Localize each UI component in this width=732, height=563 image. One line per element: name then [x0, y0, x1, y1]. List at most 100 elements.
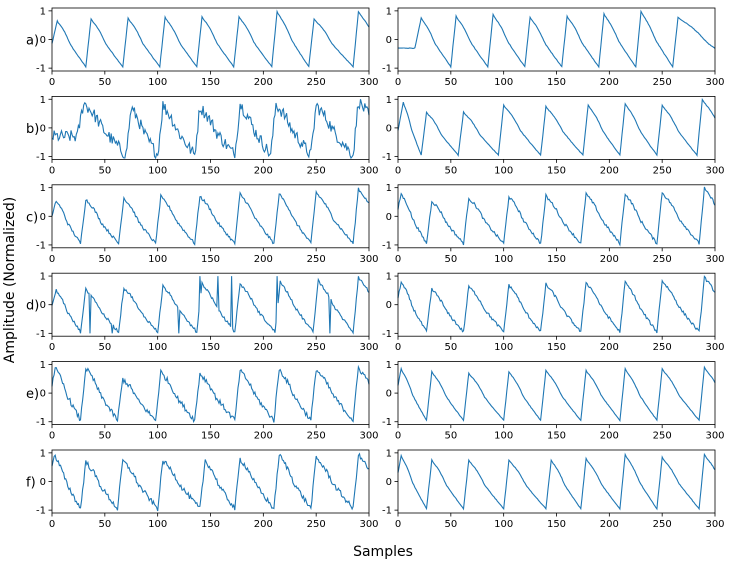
x-tick-label: 200: [600, 254, 619, 265]
y-tick-label: -1: [382, 506, 392, 517]
y-tick-label: -1: [36, 64, 46, 75]
signal-line: [397, 97, 716, 158]
x-tick-label: 50: [98, 342, 111, 353]
y-tick-label: 0: [40, 123, 46, 134]
x-tick-label: 200: [600, 77, 619, 88]
axes-frame: [397, 449, 716, 514]
x-tick-label: 50: [98, 165, 111, 176]
x-tick-label: 100: [148, 342, 167, 353]
x-tick-label: 300: [705, 342, 724, 353]
signal-line: [397, 186, 716, 247]
x-tick-label: 150: [547, 77, 566, 88]
y-tick-label: 1: [40, 183, 46, 194]
x-tick-label: 300: [359, 519, 378, 530]
x-tick-label: 250: [307, 431, 326, 442]
x-tick-label: 50: [98, 519, 111, 530]
x-tick-label: 0: [395, 431, 401, 442]
x-tick-label: 100: [494, 165, 513, 176]
signal-line: [51, 276, 370, 335]
y-tick-label: 1: [40, 6, 46, 17]
x-tick-label: 50: [444, 431, 457, 442]
y-tick-label: 0: [386, 389, 392, 400]
x-tick-label: 100: [494, 254, 513, 265]
row-label: d): [26, 299, 39, 314]
y-tick-label: 0: [40, 212, 46, 223]
x-tick-label: 50: [98, 431, 111, 442]
y-tick-label: 1: [386, 6, 392, 17]
x-tick-label: 50: [444, 165, 457, 176]
x-tick-label: 150: [547, 254, 566, 265]
x-tick-label: 150: [201, 254, 220, 265]
x-tick-label: 100: [148, 431, 167, 442]
y-tick-label: -1: [382, 329, 392, 340]
x-tick-label: 200: [600, 519, 619, 530]
axes-frame: [397, 7, 716, 72]
axes-frame: [397, 361, 716, 426]
x-tick-label: 50: [444, 77, 457, 88]
y-tick-label: 1: [386, 272, 392, 283]
x-tick-label: 250: [653, 342, 672, 353]
x-tick-label: 300: [705, 519, 724, 530]
y-tick-label: 1: [386, 183, 392, 194]
x-tick-label: 250: [307, 519, 326, 530]
x-tick-label: 300: [705, 165, 724, 176]
y-tick-label: -1: [36, 417, 46, 428]
x-tick-label: 150: [547, 342, 566, 353]
y-tick-label: -1: [36, 152, 46, 163]
x-tick-label: 250: [653, 77, 672, 88]
axes-frame: [397, 96, 716, 160]
x-tick-label: 200: [254, 254, 273, 265]
y-tick-label: -1: [36, 506, 46, 517]
y-tick-label: -1: [36, 240, 46, 251]
x-tick-label: 100: [494, 77, 513, 88]
x-tick-label: 150: [201, 431, 220, 442]
signal-line: [51, 452, 370, 512]
x-tick-label: 250: [653, 254, 672, 265]
x-tick-label: 150: [201, 342, 220, 353]
signal-line: [51, 364, 370, 424]
x-tick-label: 100: [148, 165, 167, 176]
x-tick-label: 300: [705, 431, 724, 442]
row-label: f): [26, 476, 36, 491]
x-tick-label: 250: [653, 165, 672, 176]
x-tick-label: 0: [49, 254, 55, 265]
x-tick-label: 250: [307, 342, 326, 353]
x-tick-label: 100: [494, 519, 513, 530]
x-tick-label: 200: [254, 77, 273, 88]
x-tick-label: 0: [395, 254, 401, 265]
y-tick-label: -1: [382, 64, 392, 75]
x-tick-label: 200: [600, 165, 619, 176]
row-label: b): [26, 122, 39, 137]
x-tick-label: 150: [547, 431, 566, 442]
x-tick-label: 300: [359, 431, 378, 442]
x-tick-label: 0: [395, 165, 401, 176]
y-tick-label: -1: [382, 152, 392, 163]
x-tick-label: 150: [201, 77, 220, 88]
y-axis-title: Amplitude (Normalized): [2, 197, 18, 364]
x-tick-label: 300: [359, 77, 378, 88]
x-tick-label: 100: [148, 519, 167, 530]
x-tick-label: 0: [395, 77, 401, 88]
axes-frame: [51, 7, 370, 72]
y-tick-label: 0: [386, 477, 392, 488]
axes-frame: [51, 449, 370, 514]
y-tick-label: 1: [40, 272, 46, 283]
axes-frame: [51, 361, 370, 426]
row-label: c): [26, 210, 38, 225]
y-tick-label: 1: [40, 448, 46, 459]
x-tick-label: 200: [600, 431, 619, 442]
